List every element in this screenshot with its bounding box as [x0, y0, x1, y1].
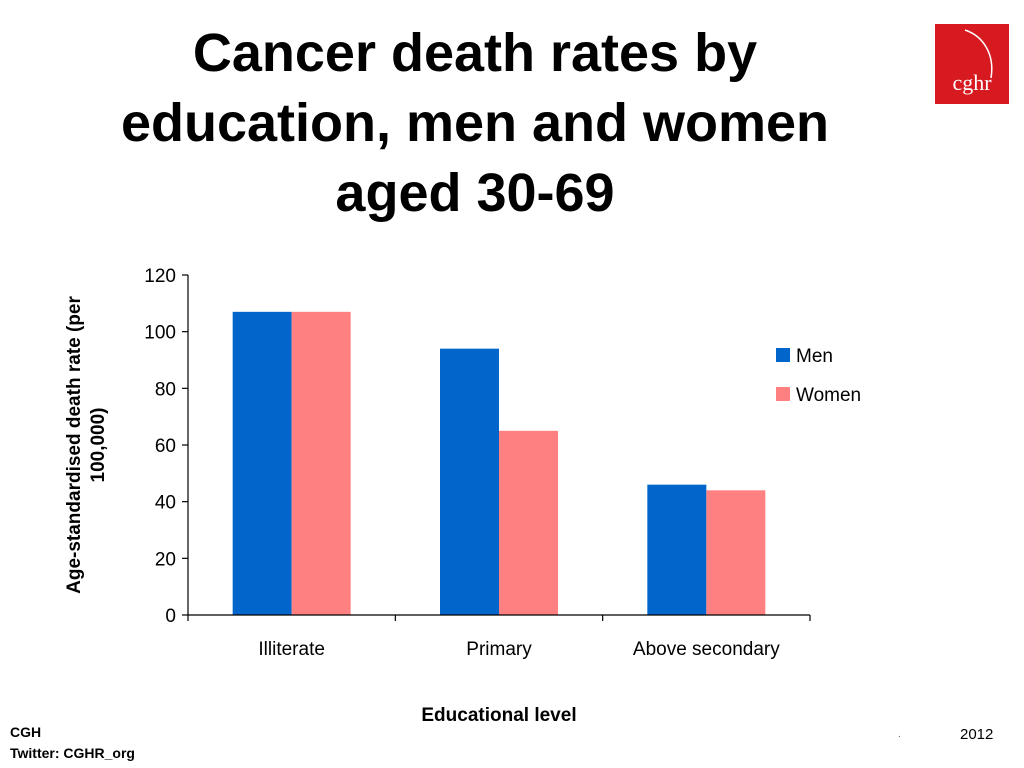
footer-year: 2012 — [960, 726, 994, 743]
bar-men-2 — [440, 348, 499, 615]
bar-men-1 — [232, 311, 292, 615]
bar-women-2 — [499, 430, 558, 615]
y-tick-label: 0 — [165, 606, 176, 627]
bar-men-3 — [647, 484, 707, 615]
legend-label-women: Women — [796, 385, 861, 406]
legend-label-men: Men — [796, 346, 833, 367]
y-tick-label: 100 — [144, 323, 176, 344]
x-axis-label: Educational level — [421, 705, 576, 726]
x-tick-label: Illiterate — [258, 639, 325, 660]
y-tick-label: 20 — [155, 549, 176, 570]
cghr-logo: cghr — [935, 24, 1009, 104]
bar-women-1 — [291, 311, 351, 615]
footer-left: CGH Twitter: CGHR_org — [10, 722, 135, 764]
y-tick-label: 120 — [144, 266, 176, 287]
title-line-1: Cancer death rates by — [192, 23, 758, 83]
bar-women-3 — [706, 490, 766, 615]
footer-dot: . — [898, 729, 901, 740]
y-axis-label-line: 100,000) — [88, 407, 109, 482]
chart-title: Cancer death rates by education, men and… — [40, 18, 910, 228]
logo-text: cghr — [952, 70, 992, 95]
legend-swatch-women — [776, 387, 790, 401]
y-tick-label: 40 — [155, 493, 176, 514]
title-line-3: aged 30-69 — [335, 163, 615, 223]
x-tick-label: Above secondary — [633, 639, 780, 660]
x-tick-label: Primary — [466, 639, 532, 660]
y-tick-label: 80 — [155, 379, 176, 400]
title-line-2: education, men and women — [120, 93, 830, 153]
y-tick-label: 60 — [155, 436, 176, 457]
y-axis-label: Age-standardised death rate (per 100,000) — [64, 296, 109, 594]
footer-twitter: Twitter: CGHR_org — [10, 745, 135, 761]
y-axis-label-line: Age-standardised death rate (per — [64, 296, 85, 594]
logo-arc-icon — [964, 29, 993, 79]
footer-org: CGH — [10, 724, 42, 740]
legend-swatch-men — [776, 348, 790, 362]
